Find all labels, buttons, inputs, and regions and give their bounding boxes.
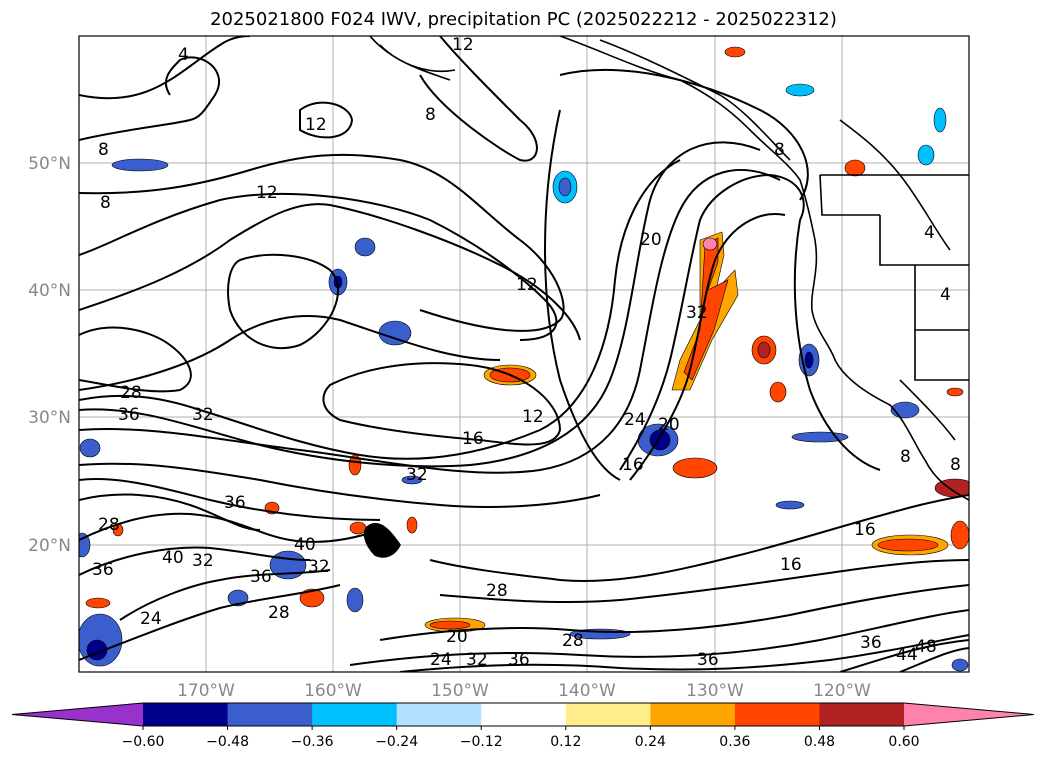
- contour-label: 8: [425, 105, 436, 125]
- contour-label: 32: [192, 551, 214, 571]
- lat-label-30n: 30°N: [28, 408, 71, 428]
- contour-label: 12: [305, 115, 327, 135]
- precip-negative: [79, 83, 969, 672]
- latitude-labels: 50°N 40°N 30°N 20°N: [28, 154, 71, 556]
- contour-label: 16: [780, 555, 802, 575]
- contour-label: 28: [486, 581, 508, 601]
- colorbar-tick-label: −0.36: [291, 734, 334, 750]
- contour-label: 4: [940, 285, 951, 305]
- lon-label-140w: 140°W: [558, 681, 616, 701]
- coastline: [363, 36, 969, 558]
- contour-label: 12: [452, 35, 474, 55]
- colorbar-segment: [819, 703, 905, 726]
- lat-label-20n: 20°N: [28, 536, 71, 556]
- colorbar-tick-label: 0.24: [635, 734, 666, 750]
- lon-label-150w: 150°W: [431, 681, 489, 701]
- contour-label: 32: [308, 557, 330, 577]
- lon-label-120w: 120°W: [813, 681, 871, 701]
- contour-label: 12: [516, 275, 538, 295]
- contour-label: 28: [562, 631, 584, 651]
- contour-label: 28: [98, 515, 120, 535]
- contour-label: 16: [462, 429, 484, 449]
- colorbar-segment: [565, 703, 651, 726]
- colorbar-tick-label: −0.12: [460, 734, 503, 750]
- colorbar: −0.60 −0.48 −0.36 −0.24 −0.12 0.12 0.24 0.36 0.4…: [11, 702, 1035, 750]
- contour-label: 36: [92, 560, 114, 580]
- lon-label-130w: 130°W: [686, 681, 744, 701]
- contour-label: 40: [162, 548, 184, 568]
- lat-label-50n: 50°N: [28, 154, 71, 174]
- contour-label: 32: [192, 405, 214, 425]
- contour-label: 12: [256, 183, 278, 203]
- colorbar-tick-label: 0.12: [550, 734, 581, 750]
- contour-label: 32: [406, 465, 428, 485]
- lat-label-40n: 40°N: [28, 281, 71, 301]
- contour-label: 4: [924, 223, 935, 243]
- contour-label: 24: [430, 650, 452, 670]
- contour-label: 36: [697, 650, 719, 670]
- contour-label: 20: [446, 627, 468, 647]
- lon-label-170w: 170°W: [177, 681, 235, 701]
- contour-label: 28: [268, 603, 290, 623]
- contour-label: 36: [224, 493, 246, 513]
- map-frame: [78, 35, 970, 673]
- contour-label: 16: [854, 520, 876, 540]
- contour-label: 8: [100, 193, 111, 213]
- colorbar-tick-label: 0.60: [888, 734, 919, 750]
- contour-label: 20: [640, 230, 662, 250]
- colorbar-segment: [481, 703, 567, 726]
- iwv-contours: [79, 36, 969, 672]
- colorbar-segment: [650, 703, 736, 726]
- lon-label-160w: 160°W: [304, 681, 362, 701]
- contour-label: 24: [624, 410, 646, 430]
- contour-label: 28: [120, 383, 142, 403]
- contour-label: 36: [250, 567, 272, 587]
- colorbar-tick-label: 0.36: [719, 734, 750, 750]
- contour-labels: 4 12 8 12 8 8 12 20 12 32 28 36 32 12 16…: [92, 35, 961, 670]
- colorbar-extend-low: [12, 703, 143, 726]
- contour-label: 8: [900, 447, 911, 467]
- colorbar-segment: [312, 703, 398, 726]
- colorbar-segment: [227, 703, 313, 726]
- contour-label: 8: [774, 140, 785, 160]
- contour-label: 32: [466, 650, 488, 670]
- colorbar-segment: [143, 703, 229, 726]
- colorbar-tick-label: 0.48: [804, 734, 835, 750]
- colorbar-tick-label: −0.48: [206, 734, 249, 750]
- contour-label: 44: [896, 645, 918, 665]
- contour-label: 8: [950, 455, 961, 475]
- contour-label: 36: [118, 405, 140, 425]
- map-area: 4 12 8 12 8 8 12 20 12 32 28 36 32 12 16…: [79, 35, 969, 672]
- contour-label: 36: [860, 633, 882, 653]
- contour-label: 20: [658, 415, 680, 435]
- contour-label: 16: [622, 455, 644, 475]
- longitude-labels: 170°W 160°W 150°W 140°W 130°W 120°W: [177, 681, 871, 701]
- contour-label: 8: [98, 140, 109, 160]
- colorbar-segment: [734, 703, 820, 726]
- colorbar-segment: [396, 703, 482, 726]
- contour-label: 32: [686, 303, 708, 323]
- colorbar-tick-label: −0.24: [375, 734, 418, 750]
- contour-label: 4: [178, 45, 189, 65]
- precip-positive: [85, 46, 969, 633]
- colorbar-extend-high: [904, 703, 1034, 726]
- contour-label: 12: [522, 407, 544, 427]
- contour-label: 40: [294, 535, 316, 555]
- contour-label: 36: [508, 650, 530, 670]
- map-title: 2025021800 F024 IWV, precipitation PC (2…: [210, 9, 837, 30]
- contour-label: 24: [140, 609, 162, 629]
- contour-label: 48: [915, 637, 937, 657]
- colorbar-tick-label: −0.60: [122, 734, 165, 750]
